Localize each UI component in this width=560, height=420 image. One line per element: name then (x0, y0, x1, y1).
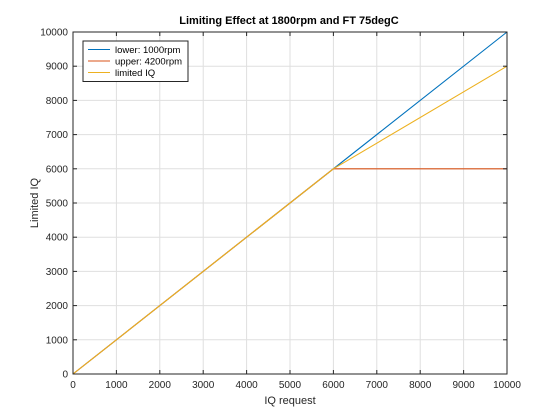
series-layer (72, 31, 508, 375)
series-line-3 (72, 65, 508, 375)
y-tick-label: 4000 (46, 233, 69, 244)
y-tick-label: 7000 (46, 130, 69, 141)
y-axis-label: Limited IQ (29, 177, 41, 228)
y-tick-label: 6000 (46, 164, 69, 175)
x-axis-label: IQ request (264, 395, 315, 407)
chart-title: Limiting Effect at 1800rpm and FT 75degC (179, 15, 398, 27)
x-tick-label: 4000 (235, 380, 258, 391)
x-tick-label: 8000 (409, 380, 432, 391)
x-tick-label: 2000 (149, 380, 172, 391)
legend-label: upper: 4200rpm (115, 56, 182, 67)
y-tick-label: 9000 (46, 62, 69, 73)
y-tick-label: 10000 (40, 28, 68, 39)
legend-label: limited IQ (115, 68, 155, 79)
x-tick-label: 6000 (322, 380, 345, 391)
x-tick-label: 10000 (493, 380, 521, 391)
y-tick-label: 8000 (46, 96, 69, 107)
x-tick-label: 5000 (279, 380, 302, 391)
x-tick-label: 7000 (366, 380, 389, 391)
y-tick-label: 5000 (46, 199, 69, 210)
x-tick-label: 1000 (105, 380, 128, 391)
y-tick-label: 1000 (46, 335, 69, 346)
x-tick-label: 0 (70, 380, 76, 391)
y-tick-label: 3000 (46, 267, 69, 278)
axis-ticks: 0 1000 2000 3000 4000 5000 6000 7000 8000 9000 100… (40, 28, 521, 392)
legend-label: lower: 1000rpm (115, 45, 181, 56)
y-tick-label: 2000 (46, 301, 69, 312)
y-tick-label: 0 (62, 370, 68, 381)
x-tick-label: 9000 (452, 380, 475, 391)
x-tick-label: 3000 (192, 380, 215, 391)
legend-box (82, 40, 189, 82)
